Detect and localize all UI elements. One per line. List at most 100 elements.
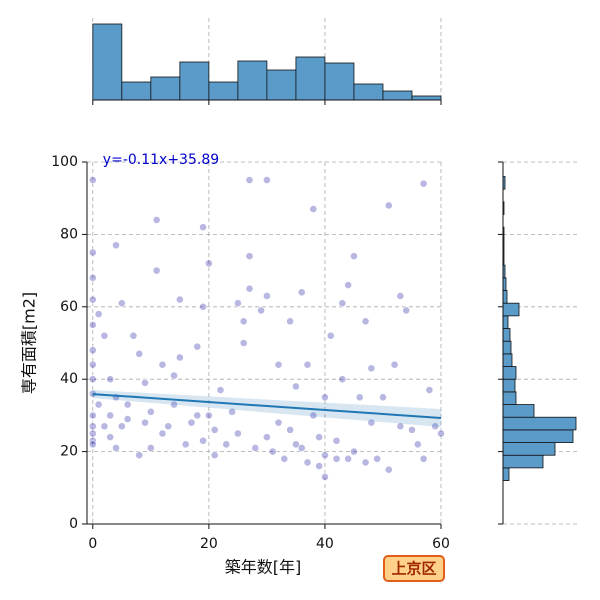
hist-bar xyxy=(502,467,510,481)
point xyxy=(123,415,132,423)
hist-bar xyxy=(411,95,442,101)
point xyxy=(152,216,161,224)
point xyxy=(408,425,416,434)
point xyxy=(123,400,132,409)
point xyxy=(106,411,115,420)
point xyxy=(297,444,306,452)
point xyxy=(292,440,300,449)
point xyxy=(396,292,405,300)
y-tick-label: 0 xyxy=(69,516,78,532)
point xyxy=(135,349,144,358)
point xyxy=(88,248,97,257)
x-tick-label: 0 xyxy=(88,536,97,552)
point xyxy=(251,444,260,452)
point xyxy=(292,382,300,391)
point xyxy=(384,201,393,210)
y-tick-label: 40 xyxy=(60,371,78,387)
point xyxy=(112,444,120,452)
hist-bar xyxy=(121,81,152,101)
hist-bar xyxy=(502,391,517,405)
point xyxy=(175,353,184,362)
hist-bar xyxy=(502,315,509,329)
point xyxy=(303,458,312,467)
point xyxy=(88,422,97,431)
point xyxy=(309,411,318,420)
point xyxy=(199,223,207,232)
hist-bar xyxy=(179,61,210,101)
point xyxy=(245,284,254,293)
hist-bar xyxy=(353,83,384,101)
point xyxy=(106,433,115,442)
hist-bar xyxy=(502,353,513,367)
point xyxy=(402,306,411,315)
y-axis-label: 専有面積[m2] xyxy=(20,292,39,394)
point xyxy=(361,458,370,467)
point xyxy=(88,360,97,369)
y-tick-label: 80 xyxy=(60,226,78,242)
hist-bar xyxy=(208,81,239,101)
point xyxy=(100,422,109,431)
point xyxy=(222,440,231,449)
point xyxy=(297,288,306,297)
point xyxy=(286,317,295,326)
point xyxy=(321,393,329,402)
hist-bar xyxy=(502,328,511,342)
hist-bar xyxy=(92,23,123,101)
x-tick-label: 20 xyxy=(200,536,218,552)
hist-bar xyxy=(502,302,520,317)
point xyxy=(210,451,219,460)
point xyxy=(88,273,97,282)
point xyxy=(141,378,149,387)
point xyxy=(361,317,370,326)
point xyxy=(88,411,97,420)
point xyxy=(175,295,184,304)
point xyxy=(379,393,387,402)
point xyxy=(321,473,329,481)
x-tick-label: 60 xyxy=(432,536,450,552)
point xyxy=(88,176,97,184)
point xyxy=(338,375,347,384)
point xyxy=(158,429,167,438)
point xyxy=(88,346,97,355)
point xyxy=(239,317,248,326)
hist-bar xyxy=(502,442,556,456)
point xyxy=(419,454,428,463)
point xyxy=(193,342,202,351)
point xyxy=(263,292,271,300)
hist-bar xyxy=(502,378,516,393)
regression-line xyxy=(92,393,442,419)
point xyxy=(88,320,97,329)
point xyxy=(367,418,376,427)
point xyxy=(315,462,324,470)
point xyxy=(106,375,115,384)
point xyxy=(338,299,347,308)
point xyxy=(344,454,353,463)
point xyxy=(257,306,265,315)
hist-bar xyxy=(502,404,535,418)
point xyxy=(233,429,242,438)
x-tick-label: 40 xyxy=(316,536,334,552)
badge: 上京区 xyxy=(391,560,436,578)
point xyxy=(88,375,97,384)
point xyxy=(326,331,335,340)
point xyxy=(141,418,149,427)
point xyxy=(268,447,277,456)
point xyxy=(94,310,103,318)
point xyxy=(187,418,196,427)
regression-label: y=-0.11x+35.89 xyxy=(103,152,219,168)
point xyxy=(88,295,97,304)
point xyxy=(274,418,283,427)
point xyxy=(390,360,399,369)
point xyxy=(396,422,405,431)
point xyxy=(193,411,202,420)
point xyxy=(413,440,422,449)
y-tick-label: 60 xyxy=(60,299,78,315)
point xyxy=(181,440,190,449)
y-tick-label: 100 xyxy=(51,154,78,170)
y-tick-label: 20 xyxy=(60,444,78,460)
point xyxy=(332,454,341,463)
point xyxy=(332,436,341,445)
point xyxy=(204,411,213,420)
hist-bar xyxy=(382,90,413,101)
